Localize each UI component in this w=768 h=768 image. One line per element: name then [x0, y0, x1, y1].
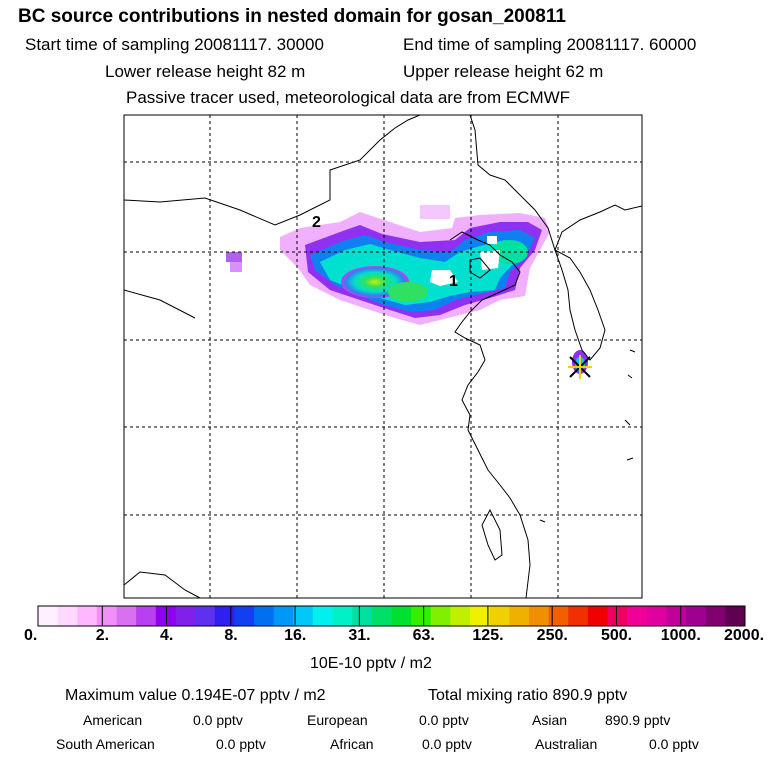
- colorbar-swatch: [234, 606, 255, 626]
- map-frame: [123, 114, 643, 599]
- marker-1: 1: [449, 273, 458, 290]
- colorbar-swatch: [214, 606, 235, 626]
- colorbar-swatch: [352, 606, 373, 626]
- african-label: African: [330, 736, 374, 752]
- star-marker-icon: [568, 355, 592, 379]
- south-american-value: 0.0 pptv: [216, 736, 266, 752]
- colorbar-unit: 10E-10 pptv / m2: [310, 655, 432, 672]
- upper-release-text: Upper release height 62 m: [403, 62, 604, 81]
- american-label: American: [83, 712, 143, 728]
- colorbar: [37, 605, 746, 627]
- colorbar-swatch: [666, 606, 687, 626]
- tracer-note-text: Passive tracer used, meteorological data…: [126, 88, 571, 107]
- colorbar-label: 2000.: [724, 627, 765, 644]
- australian-value: 0.0 pptv: [649, 736, 699, 752]
- colorbar-swatch: [470, 606, 491, 626]
- colorbar-label: 63.: [412, 627, 435, 644]
- colorbar-swatch: [312, 606, 334, 626]
- colorbar-swatch: [686, 606, 707, 626]
- south-american-label: South American: [56, 736, 155, 752]
- plot-title: BC source contributions in nested domain…: [18, 6, 566, 27]
- colorbar-swatch: [332, 606, 353, 626]
- european-value: 0.0 pptv: [419, 712, 469, 728]
- colorbar-swatch: [371, 606, 392, 626]
- colorbar-swatch: [57, 606, 78, 626]
- start-time-text: Start time of sampling 20081117. 30000: [25, 35, 324, 54]
- colorbar-label: 2.: [95, 627, 110, 644]
- colorbar-swatch: [195, 606, 216, 626]
- total-mixing-ratio: Total mixing ratio 890.9 pptv: [428, 687, 628, 704]
- colorbar-swatch: [627, 606, 648, 626]
- colorbar-label: 1000.: [660, 627, 701, 644]
- colorbar-swatch: [646, 606, 667, 626]
- colorbar-swatch: [96, 606, 118, 626]
- asian-label: Asian: [532, 712, 568, 728]
- colorbar-swatch: [77, 606, 98, 626]
- colorbar-label: 500.: [600, 627, 633, 644]
- colorbar-swatch: [430, 606, 451, 626]
- colorbar-swatch: [607, 606, 628, 626]
- colorbar-label: 31.: [348, 627, 371, 644]
- colorbar-swatch: [509, 606, 530, 626]
- end-time-text: End time of sampling 20081117. 60000: [403, 35, 697, 54]
- american-value: 0.0 pptv: [193, 712, 243, 728]
- colorbar-swatch: [273, 606, 294, 626]
- colorbar-swatch: [489, 606, 510, 626]
- colorbar-swatch: [155, 606, 176, 626]
- asian-value: 890.9 pptv: [605, 712, 671, 728]
- colorbar-swatch: [391, 606, 412, 626]
- colorbar-swatch: [254, 606, 275, 626]
- colorbar-swatch: [548, 606, 569, 626]
- colorbar-swatch: [450, 606, 471, 626]
- african-value: 0.0 pptv: [422, 736, 472, 752]
- colorbar-swatch: [725, 606, 746, 626]
- colorbar-label: 125.: [472, 627, 504, 644]
- colorbar-label: 16.: [284, 627, 307, 644]
- colorbar-swatch: [568, 606, 589, 626]
- colorbar-label: 8.: [224, 627, 238, 644]
- colorbar-label: 0.: [24, 627, 38, 644]
- maximum-value: Maximum value 0.194E-07 pptv / m2: [65, 687, 326, 704]
- australian-label: Australian: [535, 736, 598, 752]
- plume-area: [226, 205, 588, 374]
- european-label: European: [307, 712, 368, 728]
- colorbar-swatch: [705, 606, 726, 626]
- colorbar-label: 4.: [160, 627, 174, 644]
- grid-lines: [124, 115, 642, 598]
- lower-release-text: Lower release height 82 m: [105, 62, 306, 81]
- colorbar-border: [37, 605, 746, 627]
- colorbar-swatch: [175, 606, 196, 626]
- colorbar-swatch: [411, 606, 432, 626]
- colorbar-swatch: [38, 606, 59, 626]
- colorbar-swatch: [528, 606, 550, 626]
- colorbar-swatch: [136, 606, 157, 626]
- marker-2: 2: [312, 214, 321, 231]
- coastlines: [123, 114, 643, 599]
- colorbar-swatch: [587, 606, 609, 626]
- colorbar-swatch: [293, 606, 314, 626]
- colorbar-label: 250.: [536, 627, 568, 644]
- colorbar-swatch: [116, 606, 137, 626]
